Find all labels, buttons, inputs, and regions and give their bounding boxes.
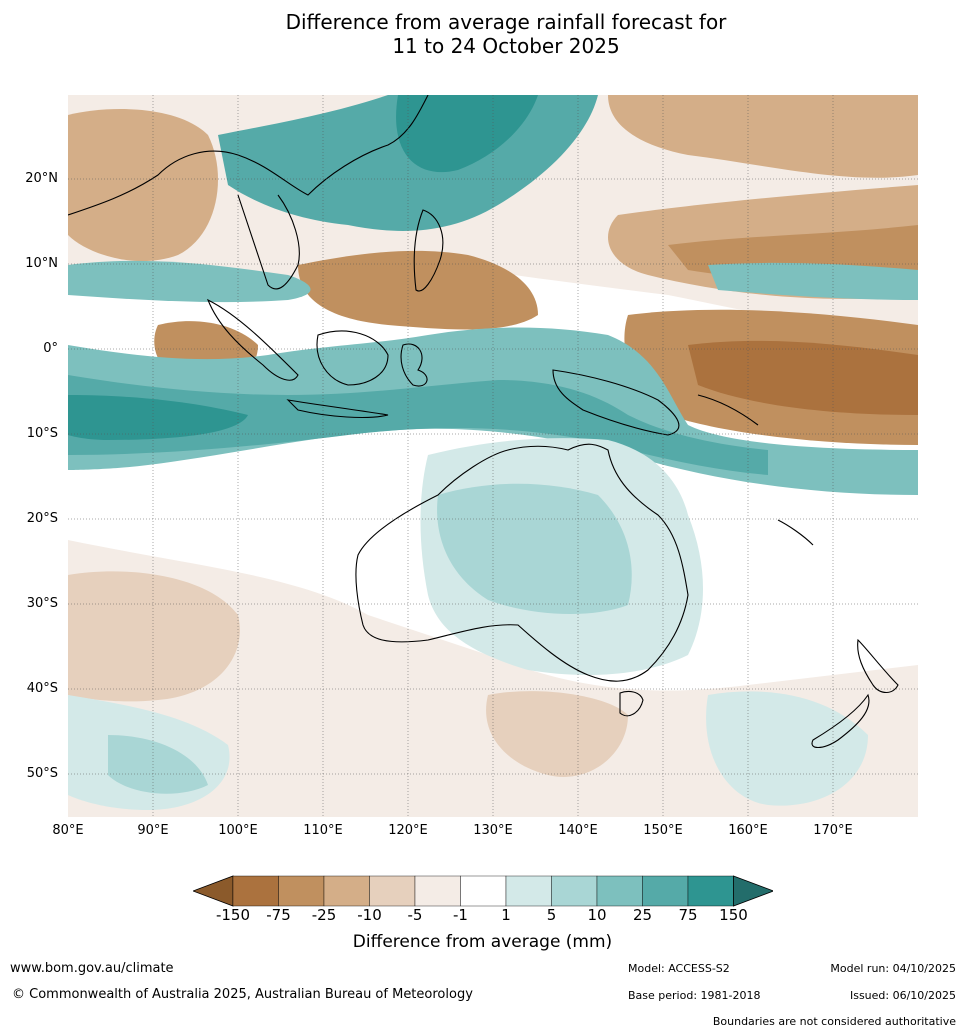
lon-label-90e: 90°E [137,823,169,838]
title-line-1: Difference from average rainfall forecas… [285,10,727,34]
colorbar-tick-label: -25 [311,906,337,924]
colorbar [193,875,773,907]
footer-url: www.bom.gov.au/climate [10,961,174,976]
colorbar-tick-label: 10 [587,906,607,924]
title-line-2: 11 to 24 October 2025 [392,34,620,58]
north-brown-wpac-dark [688,340,918,415]
colorbar-tick-label: 1 [501,906,511,924]
colorbar-arrow-low [193,875,234,907]
southern-blue-patch-se [706,691,868,806]
lat-label-0: 0° [43,341,58,356]
map-svg [68,95,918,817]
new-guinea-coast [552,369,680,436]
colorbar-tick-label: 150 [719,906,748,924]
lat-label-30s: 30°S [26,596,58,611]
colorbar-swatch [687,875,734,907]
java-coast [286,399,389,418]
new-zealand-south [811,693,870,749]
lat-label-40s: 40°S [26,681,58,696]
colorbar-swatch [278,875,325,907]
tasmania-coast [619,690,644,717]
colorbar-tick-label: -150 [215,906,251,924]
colorbar-tick-label: -75 [266,906,291,924]
rainfall-map [68,95,918,817]
footer-base-period: Base period: 1981-2018 [628,989,761,1002]
colorbar-swatch [232,875,279,907]
footer-model-run: Model run: 04/10/2025 [830,962,956,975]
colorbar-tick-label: -5 [407,906,423,924]
sulawesi-coast [400,343,428,387]
lon-label-80e: 80°E [52,823,84,838]
lon-label-130e: 130°E [473,823,513,838]
colorbar-tick-label: 75 [678,906,698,924]
lon-label-150e: 150°E [643,823,683,838]
colorbar-swatch [323,875,370,907]
borneo-coast [316,330,389,386]
colorbar-swatch [505,875,552,907]
footer-copyright: © Commonwealth of Australia 2025, Austra… [12,987,473,1002]
gridlines [68,95,918,817]
colorbar-swatches [193,875,773,907]
colorbar-tick-label: -10 [357,906,382,924]
mainland-asia-coast [68,95,429,216]
lon-label-100e: 100°E [218,823,258,838]
australia-blue-inner [437,483,632,615]
lat-label-10s: 10°S [26,426,58,441]
footer-disclaimer: Boundaries are not considered authoritat… [712,1015,956,1028]
coastlines [68,95,899,749]
north-brown-central [298,250,538,330]
lon-label-120e: 120°E [388,823,428,838]
southern-blue-patch-sw-dark [108,735,208,794]
solomon-islands [697,394,759,426]
lat-label-20s: 20°S [26,511,58,526]
philippines-coast [413,209,444,292]
north-brown-west [68,109,218,262]
footer-issued: Issued: 06/10/2025 [849,989,956,1002]
map-title: Difference from average rainfall forecas… [0,10,965,58]
new-zealand-north [857,638,899,694]
colorbar-swatch [551,875,598,907]
colorbar-swatch [642,875,689,907]
colorbar-tick-label: 5 [546,906,557,924]
colorbar-title: Difference from average (mm) [352,932,613,952]
lon-label-140e: 140°E [558,823,598,838]
southern-light-brown-area [68,540,918,817]
southern-brown-patch-central [486,691,628,777]
colorbar-swatch [414,875,461,907]
colorbar-swatch [460,875,507,907]
north-brown-east-1 [608,95,918,178]
colorbar-swatch [369,875,416,907]
indochina-coast [237,194,300,290]
colorbar-arrow-high [733,875,773,907]
teal-north-strip [68,260,311,303]
colorbar-tick-label: 25 [632,906,653,924]
lon-label-160e: 160°E [728,823,768,838]
colorbar-swatch [596,875,643,907]
teal-north-sea-dark [396,95,538,173]
teal-east-strip [708,262,918,300]
footer-model: Model: ACCESS-S2 [628,962,730,975]
lon-label-170e: 170°E [813,823,853,838]
lon-label-110e: 110°E [303,823,343,838]
sumatra-coast [206,298,299,381]
lat-label-20n: 20°N [25,171,58,186]
teal-band-dark [68,395,248,440]
teal-band-inner [68,375,768,475]
colorbar-tick-label: -1 [453,906,468,924]
lat-label-50s: 50°S [26,766,58,781]
new-caledonia [777,519,814,546]
australia-coast [355,443,689,682]
lat-label-10n: 10°N [25,256,58,271]
